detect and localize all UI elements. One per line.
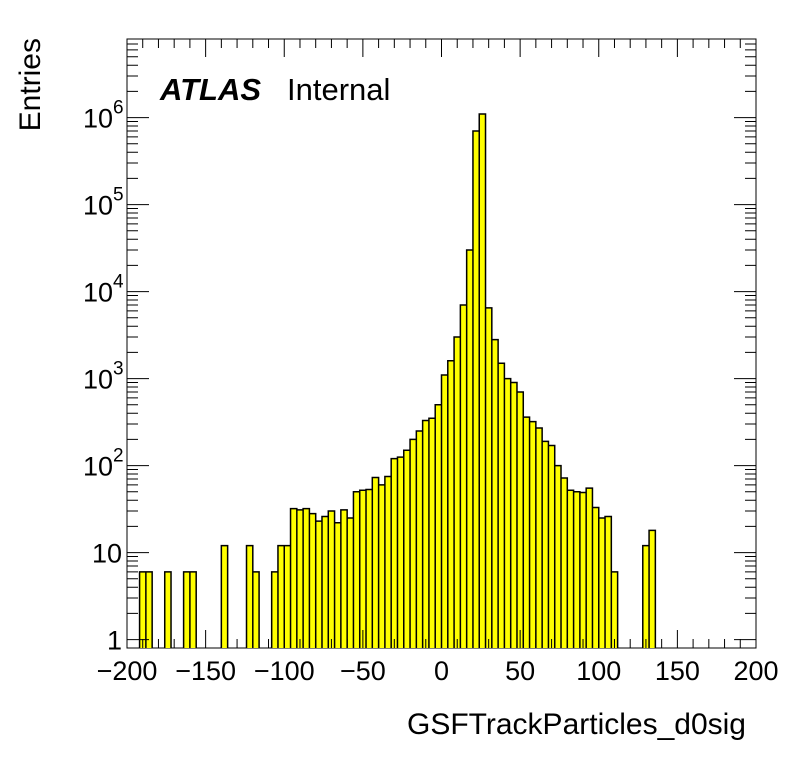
histogram-bar (347, 517, 354, 648)
histogram-bar (296, 509, 304, 648)
x-tick-label: −100 (254, 656, 315, 686)
histogram-bar (642, 545, 650, 648)
histogram-bar (366, 489, 373, 648)
x-tick-label: 150 (655, 656, 700, 686)
histogram-bar (428, 418, 436, 648)
histogram-bar (422, 420, 429, 648)
x-tick-label: −150 (175, 656, 236, 686)
histogram-bar (491, 339, 499, 648)
x-tick-label: −50 (340, 656, 386, 686)
y-tick-label: 10 (83, 191, 113, 221)
y-tick-exponent: 3 (113, 359, 124, 380)
histogram-bar (277, 545, 285, 648)
histogram-bar (139, 571, 146, 648)
histogram-bar (649, 530, 656, 648)
y-tick-label: 1 (107, 626, 122, 656)
x-tick-labels: −200 −150 −100 −50 0 50 100 150 200 (97, 656, 779, 686)
histogram-bar (435, 404, 442, 648)
y-tick-label: 10 (83, 365, 113, 395)
histogram-bar (145, 571, 153, 648)
histogram-bar (454, 337, 461, 648)
axis-ticks (126, 38, 757, 648)
histogram-bar (542, 441, 549, 648)
histogram-bar (321, 516, 329, 648)
histogram-bar (384, 476, 392, 648)
histogram-bar (592, 507, 599, 648)
tick-marks (126, 38, 757, 648)
histogram-bar (485, 307, 492, 648)
histogram-bar (510, 382, 517, 648)
y-tick-exponent: 4 (113, 272, 124, 293)
histogram-bar (605, 516, 612, 648)
histogram-bar (548, 445, 555, 648)
histogram-bar (221, 545, 228, 648)
y-tick-exponent: 2 (113, 446, 124, 467)
histogram-bar (284, 545, 291, 648)
histogram-bar (416, 430, 423, 648)
histogram-bar (573, 491, 580, 648)
histogram-bar (472, 131, 480, 649)
x-tick-label: 200 (733, 656, 778, 686)
histogram-bar (586, 488, 593, 648)
histogram-bar (372, 477, 379, 648)
y-axis-label: Entries (14, 38, 47, 131)
experiment-label: ATLAS (159, 72, 261, 107)
histogram-bar (391, 458, 398, 648)
histogram-bar (554, 465, 562, 648)
histogram-outline (138, 113, 657, 648)
histogram-bar (303, 508, 310, 648)
histogram-bar (403, 450, 411, 648)
x-tick-label: 100 (576, 656, 621, 686)
histogram-bars (138, 113, 657, 649)
y-tick-label: 10 (83, 452, 113, 482)
y-tick-label: 10 (83, 104, 113, 134)
histogram-bar (353, 491, 360, 648)
histogram-bar (567, 490, 574, 648)
histogram-bar (535, 428, 543, 648)
histogram-bar (290, 508, 297, 648)
histogram-bar (328, 511, 335, 648)
y-tick-label: 10 (83, 278, 113, 308)
histogram-bar (271, 571, 278, 648)
x-axis-label: GSFTrackParticles_d0sig (407, 708, 746, 741)
histogram-bar (579, 492, 587, 648)
histogram-bar (315, 521, 322, 648)
histogram-bar (183, 571, 190, 648)
histogram-bar (164, 571, 172, 648)
histogram-bar (340, 509, 348, 648)
histogram-bar (561, 477, 568, 648)
y-tick-exponent: 6 (113, 98, 124, 119)
histogram-bar (378, 484, 385, 648)
histogram-bar (611, 571, 618, 648)
x-tick-label: 0 (434, 656, 449, 686)
histogram-bar (447, 360, 455, 648)
x-tick-label: 50 (505, 656, 535, 686)
histogram-bar (479, 113, 486, 649)
histogram-bar (523, 417, 530, 648)
histogram-bar (466, 250, 473, 648)
histogram-bar (504, 378, 511, 648)
histogram-bar (410, 439, 417, 648)
histogram-bar (498, 363, 505, 648)
histogram-bar (397, 457, 404, 648)
histogram-bar (189, 571, 197, 648)
histogram-bar (598, 517, 606, 648)
status-label: Internal (287, 72, 390, 107)
y-tick-label: 10 (92, 539, 122, 569)
histogram-bar (309, 513, 316, 648)
histogram-bar (252, 571, 260, 648)
histogram-bar (529, 421, 536, 648)
histogram-bar (516, 392, 524, 648)
histogram-bar (246, 545, 253, 648)
x-tick-label: −200 (97, 656, 158, 686)
histogram-bar (334, 522, 341, 648)
histogram-bar (359, 490, 367, 648)
y-tick-exponent: 5 (113, 185, 124, 206)
histogram-bar (460, 305, 467, 648)
histogram-bar (441, 374, 448, 648)
